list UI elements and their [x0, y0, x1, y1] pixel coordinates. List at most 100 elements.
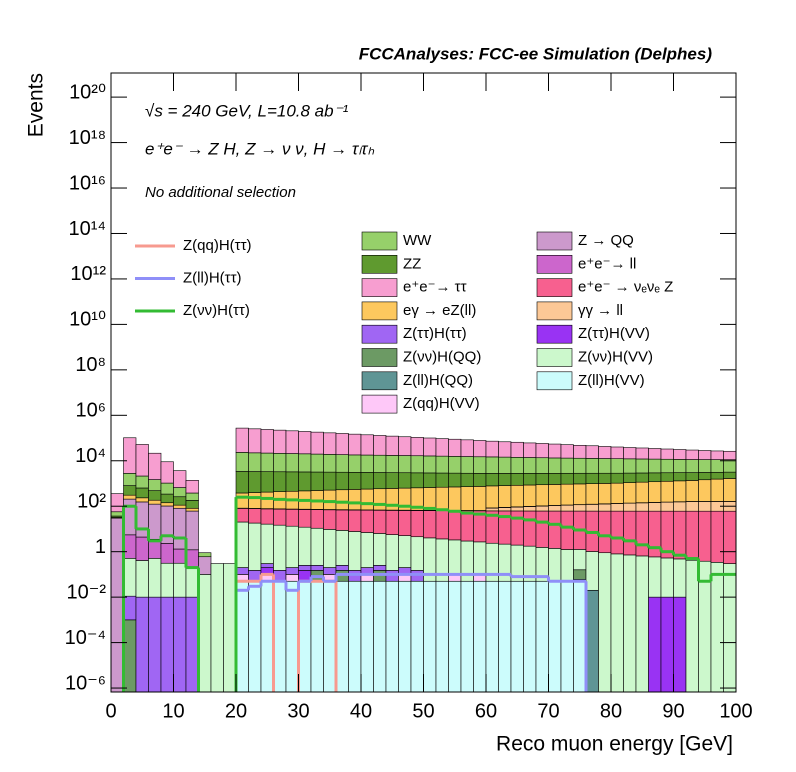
bar-segment [385, 488, 399, 511]
bar-segment [548, 457, 562, 474]
bar-segment [648, 448, 662, 460]
bar-segment [185, 549, 199, 568]
bar-segment [585, 483, 599, 505]
bar-segment [648, 481, 662, 503]
bar-segment [448, 486, 462, 511]
chart-title: FCCAnalyses: FCC-ee Simulation (Delphes) [359, 44, 713, 63]
bar-segment [373, 509, 387, 534]
bar-segment [148, 503, 162, 540]
bar-segment [560, 549, 574, 582]
bar-segment [498, 473, 512, 486]
bar-segment [448, 539, 462, 575]
bar-segment [635, 510, 649, 557]
bar-segment [610, 472, 624, 484]
legend-label: Z(qq)H(VV) [403, 395, 480, 412]
bar-segment [560, 510, 574, 550]
bar-segment [548, 505, 562, 512]
bar-segment [510, 473, 524, 486]
bar-segment [273, 429, 287, 454]
bar-segment [148, 558, 162, 598]
bar-segment [160, 505, 174, 544]
bar-segment [623, 482, 637, 504]
bar-segment [623, 510, 637, 556]
bar-segment [185, 566, 199, 598]
bar-segment [673, 472, 687, 482]
bar-segment [723, 478, 736, 502]
bar-segment [373, 472, 387, 490]
bar-segment [460, 486, 474, 511]
bar-segment [148, 452, 162, 480]
bar-segment [335, 433, 349, 455]
legend-swatch [361, 371, 398, 391]
x-tick-label: 80 [600, 700, 622, 722]
bar-segment [398, 472, 412, 489]
bar-segment [423, 472, 437, 488]
bar-segment [135, 475, 149, 489]
bar-segment [123, 558, 137, 597]
legend-swatch [536, 324, 573, 344]
bar-segment [435, 438, 449, 457]
bar-segment [573, 504, 587, 512]
legend-label: Z(ll)H(ττ) [183, 269, 242, 286]
legend-label: Z(νν)H(ττ) [183, 302, 250, 319]
bar-segment [173, 487, 187, 498]
bar-segment [548, 472, 562, 485]
bar-segment [598, 446, 612, 459]
bar-segment [660, 472, 674, 482]
bar-segment [510, 484, 524, 508]
bar-segment [410, 472, 424, 489]
bar-segment [598, 510, 612, 554]
bar-segment [423, 437, 437, 457]
bar-segment [623, 472, 637, 483]
bar-segment [673, 510, 687, 560]
bar-segment [635, 502, 649, 512]
bar-segment [560, 472, 574, 485]
bar-segment [298, 431, 312, 455]
bar-segment [660, 448, 674, 460]
x-tick-label: 40 [350, 700, 372, 722]
bar-segment [485, 456, 499, 474]
legend-swatch [361, 394, 398, 414]
bar-segment [123, 485, 137, 496]
bar-segment [523, 473, 537, 486]
y-tick-label: 1 [95, 536, 106, 558]
bar-segment [473, 456, 487, 474]
bar-segment [673, 480, 687, 503]
bar-segment [573, 483, 587, 505]
bar-segment [635, 481, 649, 504]
bar-segment [498, 507, 512, 512]
bar-segment [260, 429, 274, 454]
bar-segment [273, 570, 287, 582]
bar-segment [435, 455, 449, 474]
bar-segment [323, 529, 337, 568]
legend-label: ZZ [403, 255, 421, 272]
bar-segment [323, 509, 337, 530]
y-tick-label: 10⁴ [75, 445, 106, 467]
bar-segment [260, 508, 274, 525]
legend-label: Z → QQ [578, 232, 634, 249]
legend-label: WW [403, 232, 432, 249]
bar-segment [235, 427, 249, 453]
bar-segment [460, 510, 474, 542]
bar-segment [335, 471, 349, 491]
annotation: No additional selection [145, 184, 296, 201]
bar-segment [448, 438, 462, 457]
legend-swatch [536, 301, 573, 321]
bar-segment [160, 493, 174, 504]
y-tick-label: 10²⁰ [69, 81, 106, 103]
bar-segment [548, 443, 562, 459]
bar-segment [635, 472, 649, 483]
bar-segment [335, 509, 349, 531]
legend-label: Z(ττ)H(ττ) [403, 325, 467, 342]
legend-swatch [361, 324, 398, 344]
bar-segment [160, 543, 174, 564]
bar-segment [248, 508, 262, 524]
bar-segment [498, 485, 512, 508]
bar-segment [585, 472, 599, 484]
bar-segment [173, 504, 187, 509]
bar-segment [723, 510, 736, 564]
legend-label: Z(νν)H(VV) [578, 348, 653, 365]
bar-segment [410, 437, 424, 457]
legend-label: Z(qq)H(ττ) [183, 237, 252, 254]
bar-segment [285, 453, 299, 473]
